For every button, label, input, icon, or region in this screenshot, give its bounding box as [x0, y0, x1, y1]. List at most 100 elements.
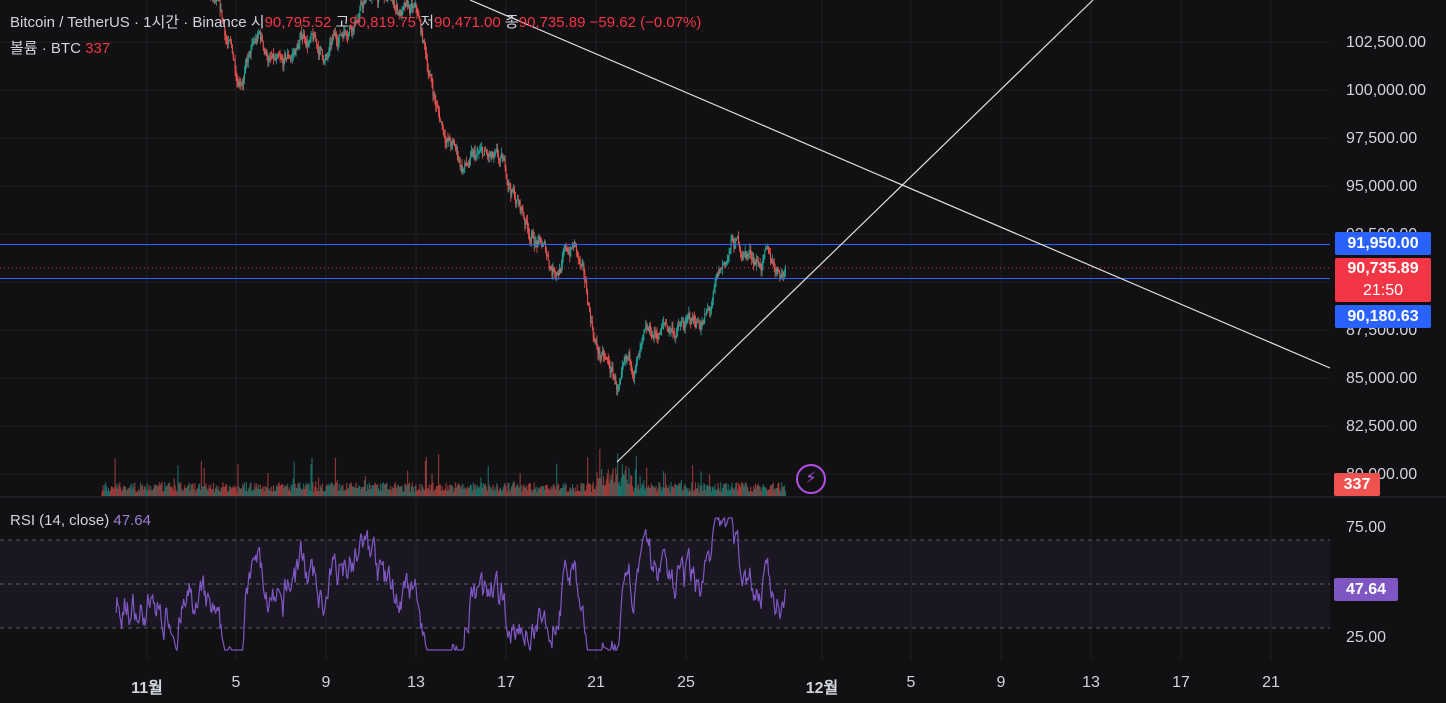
candle-body — [679, 324, 681, 327]
last-price-tag[interactable]: 90,735.89 21:50 — [1335, 258, 1431, 302]
candle-body — [515, 199, 517, 204]
volume-bar — [577, 491, 579, 496]
volume-bar — [731, 482, 733, 496]
candle-body — [305, 41, 307, 45]
candle-body — [432, 84, 434, 96]
hline-lower-tag[interactable]: 90,180.63 — [1335, 305, 1431, 328]
candle-body — [507, 180, 509, 187]
volume-bar — [607, 469, 609, 496]
candle-body — [420, 20, 422, 33]
volume-bar — [604, 484, 607, 496]
rsi-tick: 75.00 — [1346, 519, 1387, 536]
candle-body — [675, 336, 677, 338]
volume-bar — [257, 489, 259, 496]
rsi-label[interactable]: RSI (14, close) — [10, 512, 110, 529]
volume-bar — [408, 482, 411, 496]
volume-bar — [435, 488, 437, 496]
volume-bar — [599, 448, 601, 496]
candle-body — [482, 147, 484, 156]
candle-body — [313, 35, 315, 41]
volume-bar — [652, 486, 654, 496]
candle-body — [552, 267, 554, 275]
candle-body — [529, 232, 530, 240]
volume-bar — [763, 485, 765, 496]
volume-bar — [143, 485, 145, 496]
volume-bar — [190, 484, 192, 496]
volume-bar — [141, 484, 143, 496]
volume-bar — [149, 489, 151, 496]
volume-bar — [764, 487, 766, 496]
volume-bar — [690, 491, 692, 496]
volume-bar — [330, 483, 332, 496]
volume-bar — [522, 485, 524, 496]
volume-bar — [227, 491, 229, 496]
volume-bar — [277, 483, 279, 496]
candle-body — [549, 266, 551, 268]
volume-bar — [434, 489, 436, 496]
volume-bar — [124, 486, 127, 496]
volume-bar — [760, 491, 762, 496]
lightning-icon[interactable]: ⚡ — [796, 464, 826, 494]
volume-bar — [422, 486, 424, 496]
volume-bar — [431, 473, 433, 496]
volume-bar — [737, 489, 739, 496]
candle-body — [418, 15, 420, 19]
volume-bar — [414, 485, 416, 496]
volume-bar — [459, 485, 461, 496]
hline-upper-tag[interactable]: 91,950.00 — [1335, 232, 1431, 255]
volume-bar — [723, 483, 726, 496]
candle-body — [579, 259, 581, 265]
volume-bar — [112, 488, 114, 496]
volume-bar — [110, 486, 112, 496]
candle-body — [694, 316, 695, 322]
symbol-title[interactable]: Bitcoin / TetherUS · 1시간 · Binance — [10, 14, 247, 31]
volume-bar — [762, 484, 764, 496]
volume-bar — [170, 486, 172, 496]
candle-body — [476, 153, 478, 157]
volume-bar — [356, 487, 358, 496]
candle-body — [748, 253, 750, 256]
volume-bar — [214, 488, 217, 496]
candle-body — [671, 327, 673, 331]
volume-bar — [523, 484, 525, 496]
volume-bar — [173, 478, 175, 496]
volume-label[interactable]: 볼륨 · BTC — [10, 40, 81, 57]
volume-bar — [231, 487, 233, 496]
candle-body — [344, 30, 346, 32]
candle-body — [261, 36, 263, 41]
candle-body — [413, 6, 415, 8]
candle-body — [600, 355, 602, 360]
volume-bar — [550, 486, 552, 496]
candle-body — [409, 5, 410, 13]
candle-body — [688, 312, 690, 315]
volume-bar — [657, 488, 659, 496]
volume-bar — [127, 487, 129, 496]
candle-body — [293, 50, 295, 54]
volume-bar — [688, 491, 690, 496]
volume-bar — [212, 482, 215, 496]
candle-body — [456, 147, 458, 155]
volume-bar — [658, 482, 660, 496]
candle-body — [546, 254, 548, 256]
volume-bar — [773, 490, 775, 496]
volume-bar — [152, 489, 154, 496]
candle-body — [544, 242, 546, 252]
volume-bar — [783, 485, 786, 496]
candle-body — [397, 11, 399, 13]
volume-bar — [454, 482, 457, 496]
volume-bar — [499, 487, 502, 496]
volume-bar — [162, 491, 164, 496]
volume-value: 337 — [85, 40, 111, 57]
candle-body — [288, 54, 290, 57]
volume-bar — [498, 488, 501, 496]
candle-body — [746, 254, 748, 258]
candle-body — [404, 3, 406, 7]
candle-body — [446, 139, 448, 143]
candle-body — [553, 267, 555, 271]
volume-bar — [677, 486, 679, 496]
candle-body — [467, 163, 469, 166]
candle-body — [505, 167, 507, 177]
candle-body — [259, 31, 260, 34]
candle-body — [755, 259, 757, 265]
